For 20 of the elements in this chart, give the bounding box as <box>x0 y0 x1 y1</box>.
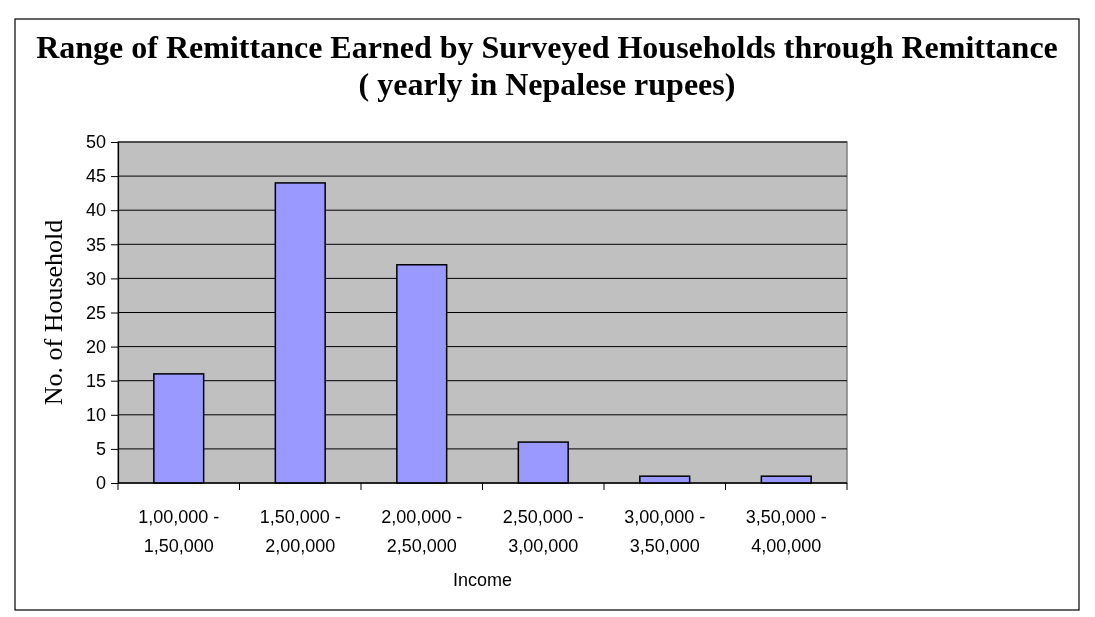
y-tick-label: 30 <box>85 268 106 289</box>
chart-title: Range of Remittance Earned by Surveyed Households through Remittance ( yearly in Nepalese rupees) <box>36 29 1058 102</box>
y-tick-label: 20 <box>85 336 106 357</box>
y-tick-label: 10 <box>85 405 106 426</box>
y-tick-label: 5 <box>95 439 106 460</box>
x-tick-label: 1,00,000 - 1,50,000 <box>138 507 220 556</box>
y-tick-label: 45 <box>85 166 106 187</box>
y-tick-label: 40 <box>85 200 106 221</box>
y-axis-title: No. of Household <box>39 219 68 406</box>
y-tick-label: 25 <box>85 302 106 323</box>
x-tick-label: 2,00,000 - 2,50,000 <box>381 507 463 556</box>
y-tick-label: 0 <box>95 473 106 494</box>
x-tick-label: 2,50,000 - 3,00,000 <box>502 507 584 556</box>
y-tick-label: 50 <box>85 132 106 153</box>
x-axis-title: Income <box>452 570 513 590</box>
y-tick-label: 35 <box>85 234 106 255</box>
x-tick-label: 3,50,000 - 4,00,000 <box>745 507 827 556</box>
y-tick-label: 15 <box>85 370 106 391</box>
x-tick-label: 3,00,000 - 3,50,000 <box>624 507 706 556</box>
x-tick-label: 1,50,000 - 2,00,000 <box>259 507 341 556</box>
